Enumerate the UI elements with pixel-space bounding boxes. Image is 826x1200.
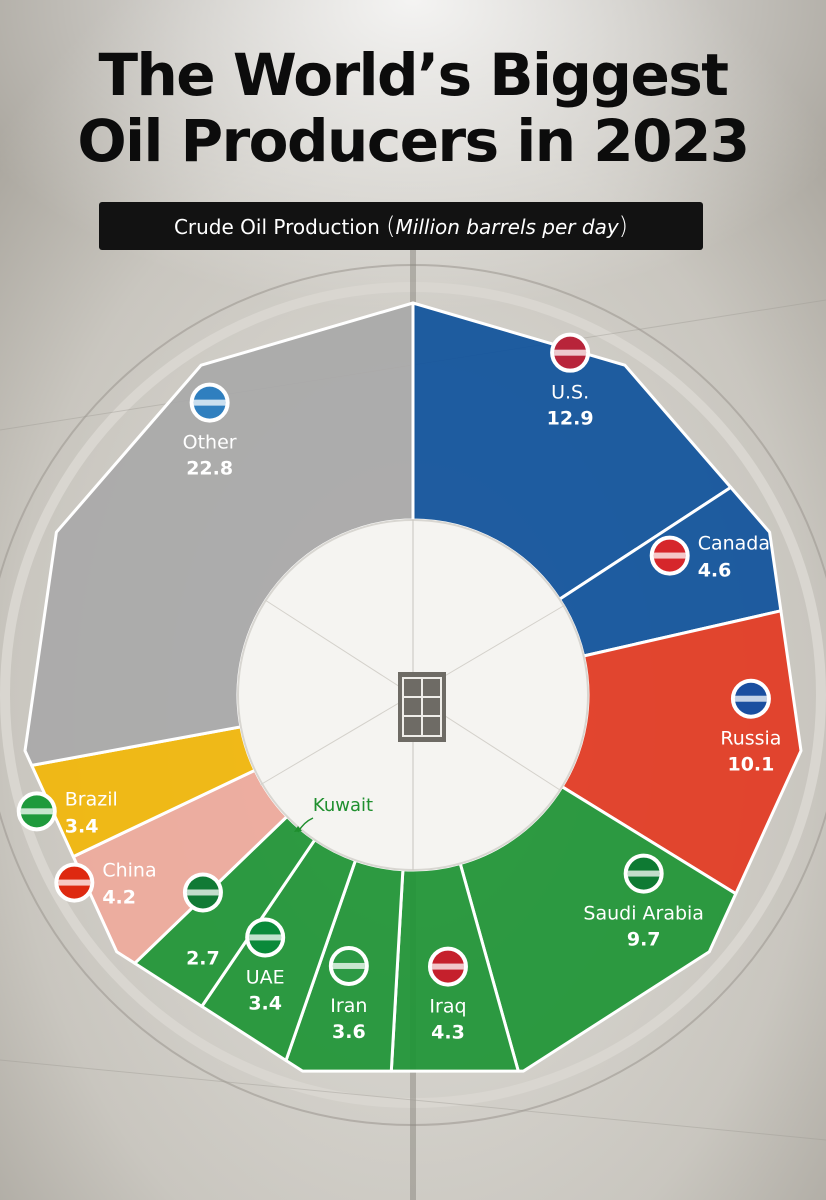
slice-label-other-value: 22.8 [186, 458, 233, 480]
slice-label-canada: Canada 4.6 [649, 533, 770, 582]
saudi-arabia-flag-icon [623, 853, 664, 894]
slice-label-u-s-value: 12.9 [547, 408, 594, 430]
chart-title: The World’s Biggest Oil Producers in 202… [0, 42, 826, 174]
slice-label-iran-value: 3.6 [332, 1021, 366, 1043]
slice-label-other: Other 22.8 [183, 382, 237, 480]
slice-label-china: China 4.2 [54, 860, 157, 909]
slice-label-u-s: U.S. 12.9 [547, 332, 594, 430]
slice-label-brazil: Brazil 3.4 [16, 788, 118, 837]
subtitle-main: Crude Oil Production [173, 215, 380, 239]
slice-label-iraq-value: 4.3 [431, 1022, 465, 1044]
center-hub [237, 519, 589, 871]
slice-label-u-s-name: U.S. [551, 382, 589, 404]
slice-label-saudi-arabia-name: Saudi Arabia [583, 903, 704, 925]
slice-label-uae-value: 3.4 [248, 992, 282, 1014]
slice-label-iran: Iran 3.6 [328, 945, 369, 1043]
slice-label-iran-name: Iran [330, 995, 367, 1017]
brazil-flag-icon [16, 791, 57, 832]
slice-label-other-name: Other [183, 432, 237, 454]
slice-label-iraq: Iraq 4.3 [427, 946, 468, 1044]
slice-label-brazil-name: Brazil [65, 788, 118, 810]
canada-flag-icon [649, 535, 690, 576]
slice-label-uae: UAE 3.4 [245, 917, 286, 1014]
slice-label-china-value: 4.2 [102, 887, 136, 909]
subtitle-banner: Crude Oil Production (Million barrels pe… [99, 202, 703, 250]
title-line-2: Oil Producers in 2023 [77, 107, 750, 175]
iran-flag-icon [328, 945, 369, 986]
us-flag-icon [550, 332, 591, 373]
slice-label-uae-name: UAE [246, 966, 285, 988]
slice-label-canada-name: Canada [698, 533, 770, 555]
slice-label-kuwait-value: 2.7 [186, 947, 220, 969]
slice-label-russia: Russia 10.1 [720, 678, 781, 776]
iraq-flag-icon [427, 946, 468, 987]
slice-label-iraq-name: Iraq [429, 996, 466, 1018]
slice-label-china-name: China [102, 860, 156, 882]
uae-flag-icon [245, 917, 286, 958]
title-line-1: The World’s Biggest [98, 41, 729, 109]
russia-flag-icon [730, 678, 771, 719]
slice-label-brazil-value: 3.4 [65, 815, 99, 837]
slice-label-saudi-arabia-value: 9.7 [627, 929, 661, 951]
slice-label-saudi-arabia: Saudi Arabia 9.7 [583, 853, 704, 951]
slice-label-russia-value: 10.1 [727, 754, 774, 776]
kuwait-callout: Kuwait [294, 795, 373, 833]
slice-label-canada-value: 4.6 [698, 560, 732, 582]
slice-label-kuwait-name: Kuwait [313, 795, 373, 816]
china-flag-icon [54, 862, 95, 903]
kuwait-flag-icon [182, 872, 223, 913]
subtitle-unit: Million barrels per day [395, 215, 619, 239]
slice-label-kuwait: 2.7 [182, 872, 223, 969]
globe-icon [189, 382, 230, 423]
slice-label-russia-name: Russia [720, 728, 781, 750]
